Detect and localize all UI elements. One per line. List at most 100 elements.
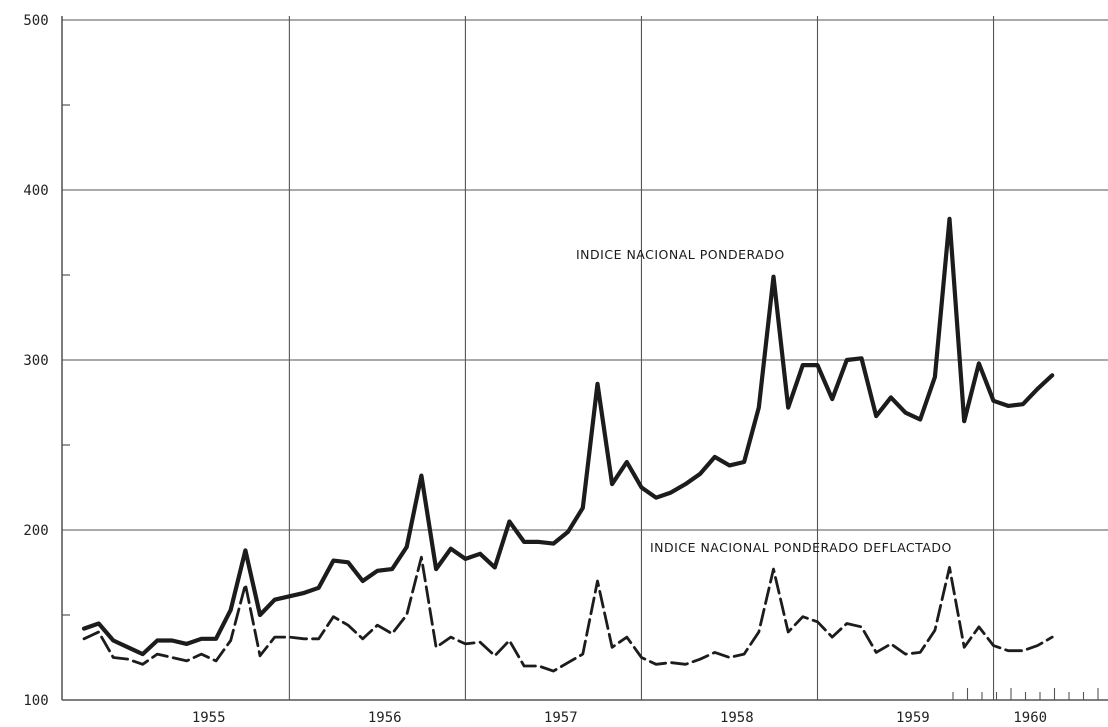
data-point-s1-23: [421, 556, 423, 558]
data-point-s1-22: [406, 614, 408, 616]
data-point-s0-4: [142, 653, 144, 655]
data-point-s0-38: [641, 487, 643, 489]
data-point-s0-14: [289, 596, 291, 598]
x-tick-label: 1956: [368, 710, 402, 726]
data-point-s1-27: [479, 641, 481, 643]
data-point-s1-18: [347, 624, 349, 626]
data-point-s0-30: [523, 541, 525, 543]
data-point-s1-65: [1037, 645, 1039, 647]
data-point-s0-42: [699, 473, 701, 475]
data-point-s0-33: [567, 531, 569, 533]
data-point-s1-37: [626, 636, 628, 638]
data-point-s0-62: [993, 400, 995, 402]
data-point-s1-4: [142, 664, 144, 666]
data-point-s0-59: [949, 218, 951, 220]
data-point-s1-30: [523, 665, 525, 667]
data-point-s1-21: [391, 633, 393, 635]
series-line-1: [82, 555, 1054, 673]
data-point-s1-66: [1051, 636, 1053, 638]
data-point-s0-45: [743, 461, 745, 463]
data-point-s0-11: [245, 550, 247, 552]
data-point-s1-57: [919, 652, 921, 654]
data-point-s1-62: [993, 645, 995, 647]
data-point-s1-17: [333, 616, 335, 618]
data-point-s1-20: [377, 624, 379, 626]
data-point-s1-38: [641, 657, 643, 659]
data-point-s1-47: [773, 568, 775, 570]
y-tick-label: 200: [23, 523, 48, 539]
data-point-s1-33: [567, 662, 569, 664]
data-point-s0-58: [934, 376, 936, 378]
data-point-s0-53: [861, 358, 863, 360]
data-point-s1-54: [875, 652, 877, 654]
data-point-s0-7: [186, 643, 188, 645]
data-point-s0-55: [890, 397, 892, 399]
grid: [61, 16, 1108, 701]
x-tick-label: 1959: [896, 710, 930, 726]
data-point-s1-49: [802, 616, 804, 618]
data-point-s1-52: [846, 623, 848, 625]
data-point-s1-35: [597, 580, 599, 582]
data-point-s0-26: [465, 558, 467, 560]
data-point-s0-47: [773, 276, 775, 278]
data-point-s1-34: [582, 653, 584, 655]
data-point-s1-24: [435, 647, 437, 649]
data-point-s1-51: [831, 636, 833, 638]
data-point-s0-29: [509, 521, 511, 523]
data-point-s1-46: [758, 631, 760, 633]
data-point-s1-60: [963, 647, 965, 649]
data-point-s0-10: [230, 609, 232, 611]
data-point-s0-9: [215, 638, 217, 640]
data-point-s1-39: [655, 664, 657, 666]
data-point-s0-16: [318, 587, 320, 589]
data-point-s0-12: [259, 614, 261, 616]
data-point-s0-31: [538, 541, 540, 543]
data-point-s0-13: [274, 599, 276, 601]
data-point-s1-0: [83, 638, 85, 640]
data-point-s1-41: [685, 664, 687, 666]
data-point-s0-39: [655, 497, 657, 499]
data-point-s1-1: [98, 631, 100, 633]
data-point-s0-60: [963, 420, 965, 422]
data-point-s0-0: [83, 628, 85, 630]
series-label-deflactado: INDICE NACIONAL PONDERADO DEFLACTADO: [650, 540, 952, 555]
data-point-s1-50: [817, 621, 819, 623]
data-point-s1-56: [905, 653, 907, 655]
data-point-s0-36: [611, 483, 613, 485]
data-point-s0-66: [1051, 375, 1053, 377]
data-point-s1-19: [362, 638, 364, 640]
series-lines: [81, 216, 1055, 673]
data-point-s0-40: [670, 492, 672, 494]
y-axis-labels: 100 200 300 400 500: [23, 13, 48, 709]
data-point-s0-63: [1007, 405, 1009, 407]
data-point-s0-49: [802, 364, 804, 366]
data-point-s1-8: [201, 653, 203, 655]
data-point-s1-59: [949, 567, 951, 569]
data-point-s1-64: [1022, 650, 1024, 652]
data-point-s1-36: [611, 647, 613, 649]
data-point-s0-8: [201, 638, 203, 640]
x-tick-label: 1960: [1013, 710, 1047, 726]
x-tick-label: 1958: [720, 710, 754, 726]
data-point-s0-54: [875, 415, 877, 417]
data-point-s0-52: [846, 359, 848, 361]
data-point-s1-13: [274, 636, 276, 638]
data-point-s0-46: [758, 407, 760, 409]
data-point-s0-27: [479, 553, 481, 555]
data-point-s1-10: [230, 640, 232, 642]
data-point-s0-21: [391, 568, 393, 570]
data-point-s0-64: [1022, 403, 1024, 405]
data-point-s1-31: [538, 665, 540, 667]
data-point-s0-17: [333, 560, 335, 562]
data-point-s1-25: [450, 636, 452, 638]
data-point-s0-15: [303, 592, 305, 594]
data-point-s1-12: [259, 655, 261, 657]
data-point-s0-37: [626, 461, 628, 463]
minor-ticks: [62, 104, 1099, 700]
y-tick-label: 500: [23, 13, 48, 29]
data-point-s0-6: [171, 640, 173, 642]
data-point-s0-34: [582, 507, 584, 509]
data-point-s0-56: [905, 412, 907, 414]
data-point-s1-15: [303, 638, 305, 640]
data-point-s1-40: [670, 662, 672, 664]
